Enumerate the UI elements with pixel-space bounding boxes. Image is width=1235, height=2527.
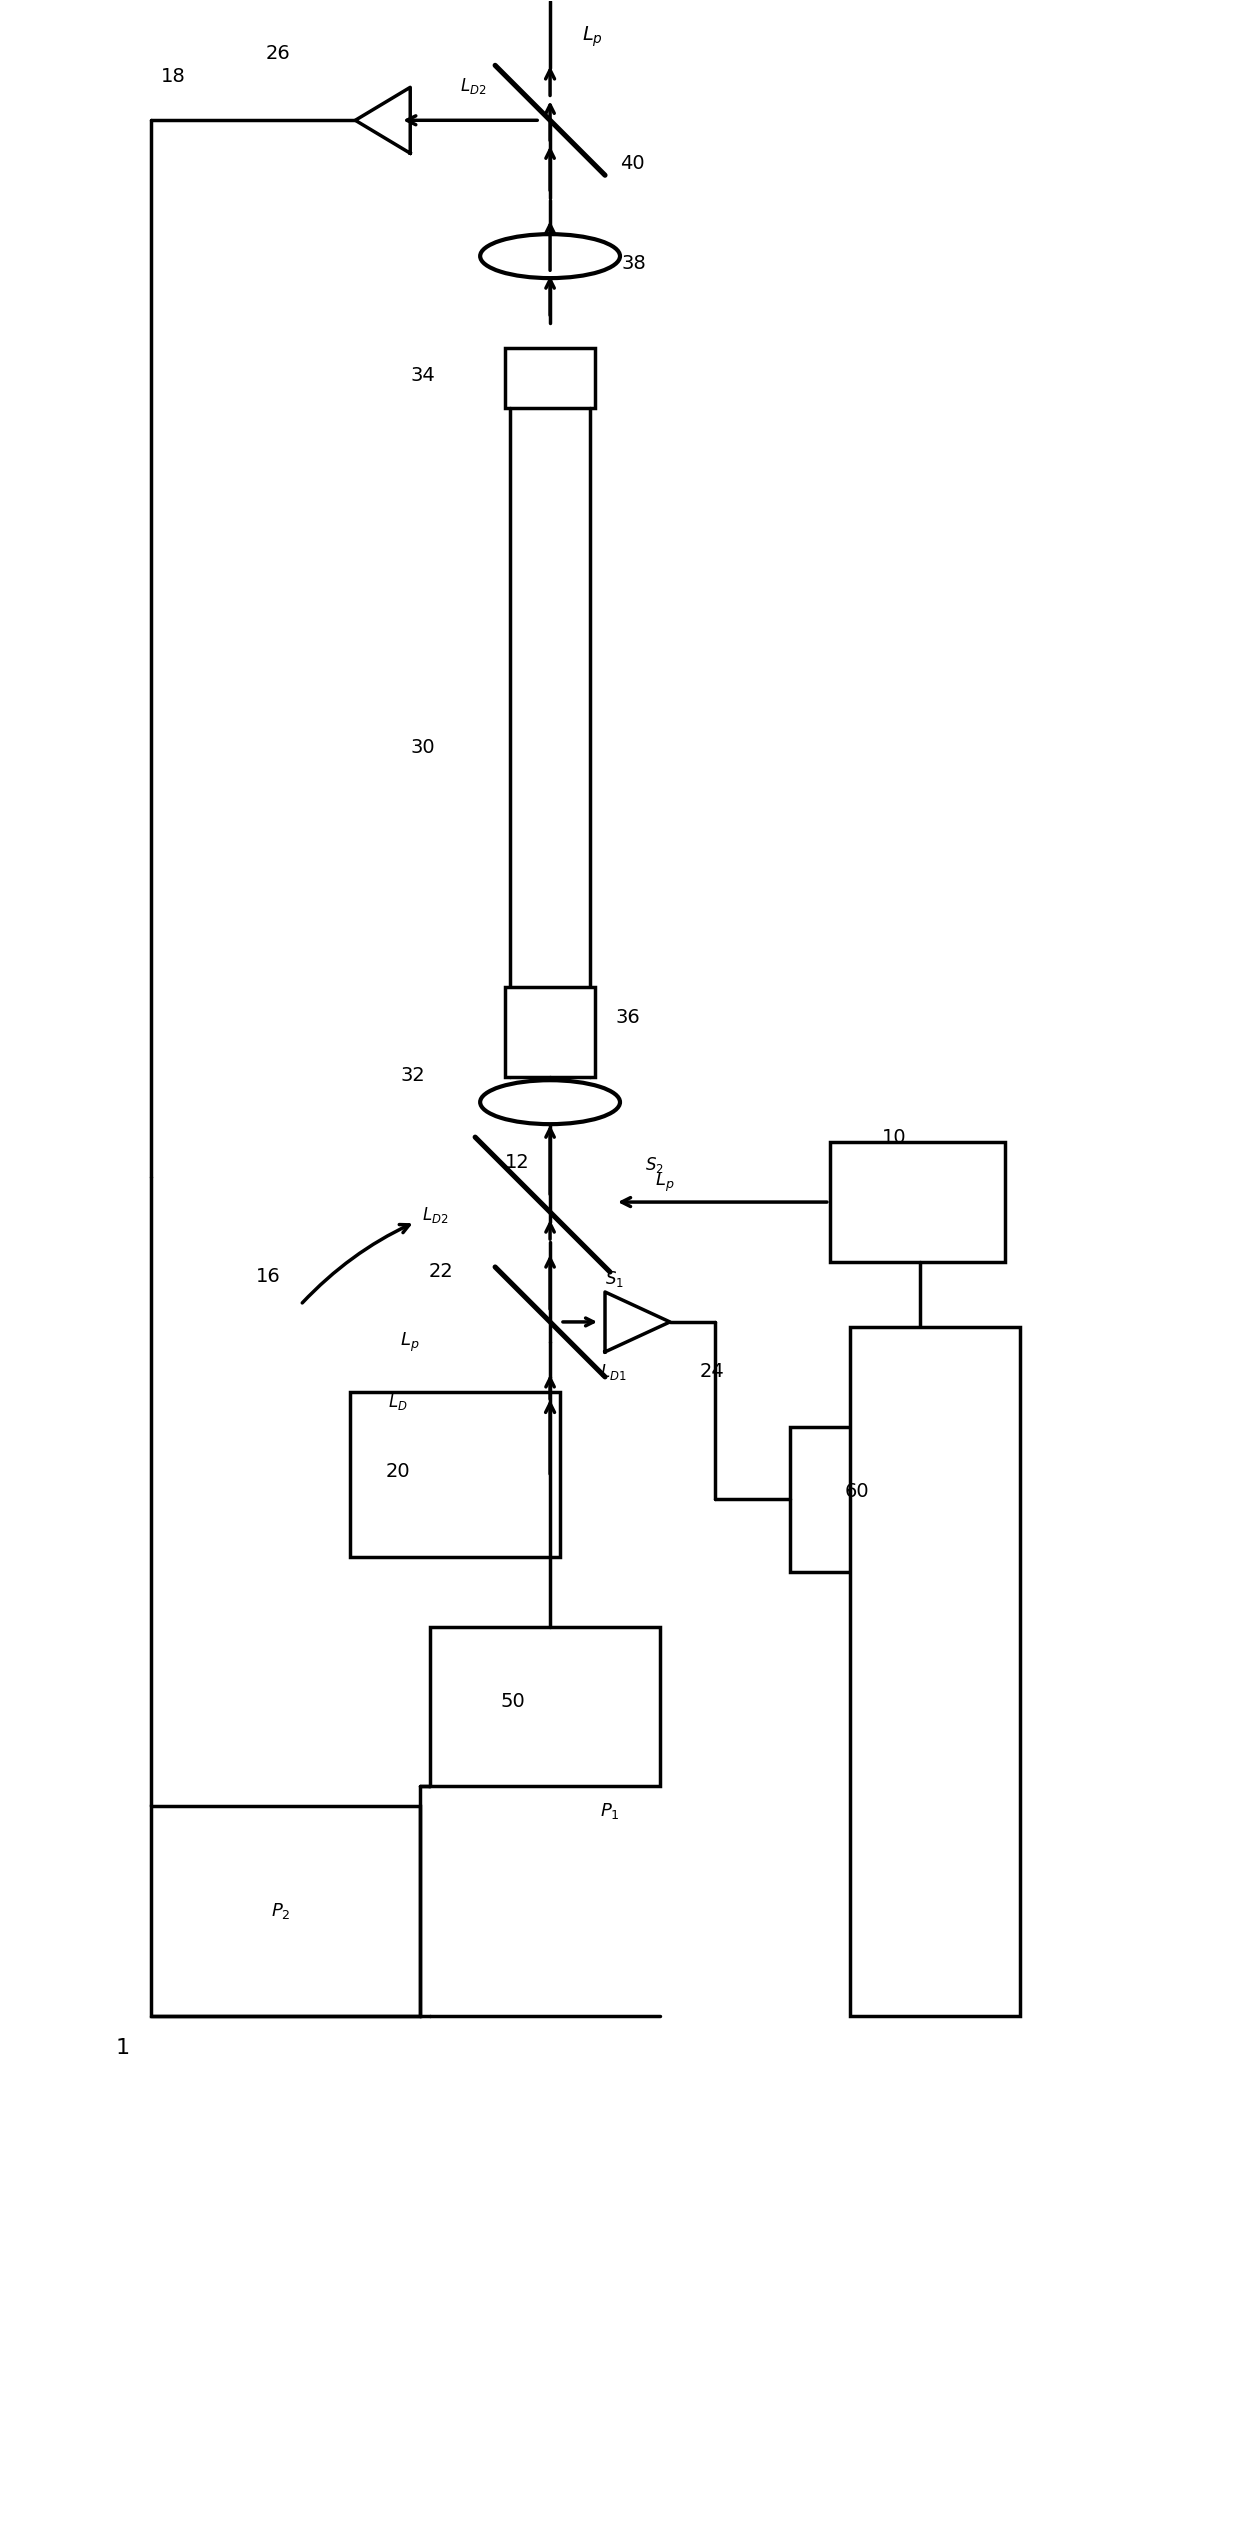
Text: 12: 12 [505,1152,530,1173]
Ellipse shape [480,235,620,278]
Text: 26: 26 [266,43,290,63]
Text: $S_1$: $S_1$ [605,1269,624,1289]
Polygon shape [605,1291,669,1352]
Ellipse shape [480,1079,620,1125]
Bar [430,1627,659,1787]
Text: 22: 22 [429,1264,453,1281]
Text: 24: 24 [700,1362,725,1382]
Bar [850,1327,1020,2017]
Text: $P_2$: $P_2$ [270,1900,290,1921]
Text: $L_p$: $L_p$ [400,1329,420,1354]
Text: 60: 60 [845,1483,869,1501]
Text: 20: 20 [385,1463,410,1481]
Text: 36: 36 [615,1008,640,1026]
Bar [505,349,595,407]
Bar [505,988,595,1077]
Text: 34: 34 [410,366,435,387]
Text: $L_{D2}$: $L_{D2}$ [461,76,487,96]
Text: $L_p$: $L_p$ [655,1170,674,1193]
Polygon shape [356,88,410,154]
Text: $L_{D2}$: $L_{D2}$ [422,1205,448,1226]
Text: 1: 1 [116,2039,130,2057]
Text: 50: 50 [500,1693,525,1711]
Text: 18: 18 [161,66,185,86]
Bar [351,1392,559,1557]
Text: $L_D$: $L_D$ [388,1392,408,1413]
Text: 40: 40 [620,154,645,172]
Text: 38: 38 [622,253,647,273]
Text: 16: 16 [256,1269,280,1286]
Bar [830,1142,1004,1261]
Text: $P_1$: $P_1$ [600,1802,620,1822]
Text: $L_{D1}$: $L_{D1}$ [600,1362,626,1382]
Text: $S_2$: $S_2$ [645,1155,663,1175]
Bar [790,1428,974,1572]
Text: 10: 10 [882,1127,906,1147]
Text: 32: 32 [400,1066,425,1084]
Bar [151,1807,420,2017]
Text: $L_p$: $L_p$ [582,25,603,48]
Text: 30: 30 [410,738,435,758]
